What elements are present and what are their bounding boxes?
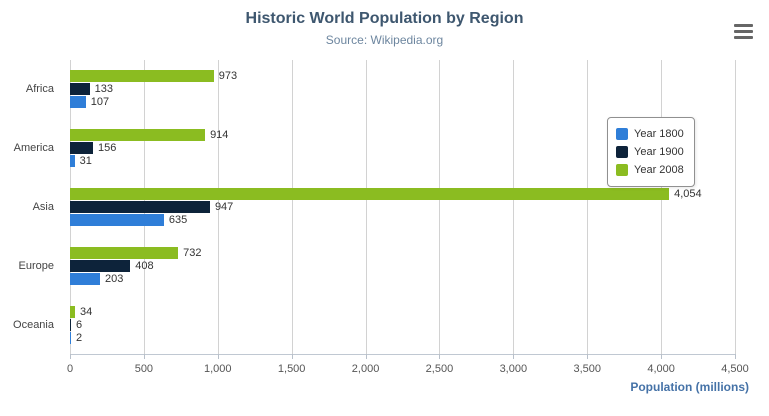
x-axis-labels: 0 500 1,000 1,500 2,000 2,500 3,000 3,500 4,000 4… bbox=[66, 363, 749, 377]
gridline bbox=[217, 60, 219, 354]
hamburger-menu-icon bbox=[734, 24, 753, 27]
bar-america-year-2008[interactable] bbox=[70, 129, 206, 142]
export-menu-button[interactable] bbox=[734, 24, 753, 39]
legend-item-year-2008[interactable]: Year 2008 bbox=[616, 161, 684, 179]
legend-items: Year 1800 Year 1900 Year 2008 bbox=[616, 125, 684, 179]
x-axis-tick-label: 3,500 bbox=[573, 363, 601, 375]
hamburger-menu-icon bbox=[734, 30, 753, 33]
legend-label: Year 1800 bbox=[634, 128, 684, 140]
x-axis-tick-label: 500 bbox=[134, 363, 154, 375]
axis-tick bbox=[735, 354, 736, 359]
x-axis-tick-label: 3,000 bbox=[499, 363, 528, 375]
y-axis-category-label: Oceania bbox=[13, 318, 54, 331]
chart-subtitle: Source: Wikipedia.org bbox=[325, 33, 444, 47]
axis-tick bbox=[439, 354, 441, 359]
gridline bbox=[661, 60, 663, 354]
bar-value-label: 4,054 bbox=[674, 188, 702, 200]
axis-tick bbox=[291, 354, 293, 359]
y-axis-category-label: Africa bbox=[25, 83, 54, 96]
legend-swatch bbox=[616, 128, 628, 140]
x-axis-tick-label: 2,000 bbox=[351, 363, 380, 375]
bar-oceania-year-2008[interactable] bbox=[70, 305, 76, 318]
legend-label: Year 1900 bbox=[634, 146, 684, 158]
legend-label: Year 2008 bbox=[634, 164, 684, 176]
bar-europe-year-2008[interactable] bbox=[70, 246, 179, 259]
bar-asia-year-1800[interactable] bbox=[70, 214, 164, 226]
bar-america-year-1800[interactable] bbox=[70, 155, 75, 168]
axis-tick bbox=[365, 354, 367, 359]
bar-value-label: 133 bbox=[94, 83, 113, 96]
bar-africa-year-1900[interactable] bbox=[70, 83, 90, 96]
bar-value-label: 635 bbox=[168, 214, 188, 226]
gridline bbox=[439, 60, 441, 354]
gridline bbox=[587, 60, 589, 354]
bar-value-label: 914 bbox=[210, 129, 229, 142]
x-axis-tick-label: 4,000 bbox=[647, 363, 675, 375]
y-axis-category-label: Europe bbox=[18, 259, 54, 272]
legend-item-year-1800[interactable]: Year 1800 bbox=[616, 125, 684, 143]
gridline bbox=[365, 60, 367, 354]
bar-asia-year-2008[interactable] bbox=[70, 188, 670, 200]
bar-asia-year-1900[interactable] bbox=[70, 201, 210, 213]
axis-tick bbox=[513, 354, 515, 359]
bar-oceania-year-1900[interactable] bbox=[70, 318, 71, 331]
axis-tick bbox=[70, 354, 71, 359]
bar-value-label: 6 bbox=[76, 318, 83, 331]
y-axis-labels: Africa America Asia Europe Oceania bbox=[0, 60, 62, 355]
plot-area: 973 133 107 914 156 31 4,054 947 635 732 408 203 34 6… bbox=[70, 60, 736, 359]
x-axis-tick-label: 4,500 bbox=[721, 363, 749, 375]
x-axis-tick-label: 2,500 bbox=[425, 363, 454, 375]
x-axis-title: Population (millions) bbox=[630, 380, 749, 394]
bar-value-label: 107 bbox=[90, 96, 110, 109]
gridline bbox=[513, 60, 515, 354]
gridline bbox=[735, 60, 736, 354]
bar-america-year-1900[interactable] bbox=[70, 142, 94, 155]
bar-value-label: 156 bbox=[98, 142, 117, 155]
bar-value-label: 408 bbox=[135, 259, 154, 272]
axis-tick bbox=[661, 354, 663, 359]
bar-value-label: 34 bbox=[80, 305, 93, 318]
legend: Year 1800 Year 1900 Year 2008 bbox=[607, 117, 695, 187]
hamburger-menu-icon bbox=[734, 36, 753, 39]
bar-value-label: 2 bbox=[76, 331, 83, 344]
bar-value-label: 31 bbox=[79, 155, 92, 168]
bar-value-label: 973 bbox=[218, 70, 238, 83]
x-axis-tick-label: 0 bbox=[66, 363, 74, 375]
legend-swatch bbox=[616, 164, 628, 176]
bar-africa-year-2008[interactable] bbox=[70, 70, 214, 83]
legend-item-year-1900[interactable]: Year 1900 bbox=[616, 143, 684, 161]
chart-title: Historic World Population by Region bbox=[245, 10, 524, 27]
x-axis-tick-label: 1,000 bbox=[204, 363, 232, 375]
legend-swatch bbox=[616, 146, 628, 158]
bar-value-label: 947 bbox=[214, 201, 234, 213]
axis-tick bbox=[217, 354, 219, 359]
bar-europe-year-1800[interactable] bbox=[70, 272, 100, 285]
bar-oceania-year-1800[interactable] bbox=[70, 331, 71, 344]
bar-europe-year-1900[interactable] bbox=[70, 259, 131, 272]
bar-value-label: 203 bbox=[104, 272, 124, 285]
bar-africa-year-1800[interactable] bbox=[70, 96, 86, 109]
bar-value-label: 732 bbox=[183, 246, 202, 259]
axis-tick bbox=[587, 354, 589, 359]
x-axis-tick-label: 1,500 bbox=[277, 363, 306, 375]
y-axis-category-label: Asia bbox=[32, 201, 54, 213]
gridline bbox=[291, 60, 293, 354]
axis-tick bbox=[143, 354, 145, 359]
y-axis-category-label: America bbox=[13, 142, 54, 155]
